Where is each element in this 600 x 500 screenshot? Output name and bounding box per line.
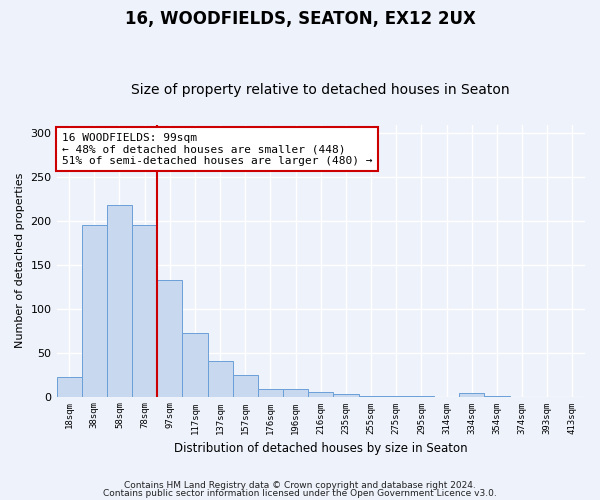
Bar — [182, 334, 208, 396]
Y-axis label: Number of detached properties: Number of detached properties — [15, 173, 25, 348]
X-axis label: Distribution of detached houses by size in Seaton: Distribution of detached houses by size … — [174, 442, 467, 455]
Bar — [459, 393, 484, 396]
Bar — [334, 394, 359, 396]
Text: Contains public sector information licensed under the Open Government Licence v3: Contains public sector information licen… — [103, 488, 497, 498]
Text: Contains HM Land Registry data © Crown copyright and database right 2024.: Contains HM Land Registry data © Crown c… — [124, 481, 476, 490]
Bar — [283, 388, 308, 396]
Bar — [258, 388, 283, 396]
Bar — [208, 362, 233, 396]
Title: Size of property relative to detached houses in Seaton: Size of property relative to detached ho… — [131, 83, 510, 97]
Text: 16, WOODFIELDS, SEATON, EX12 2UX: 16, WOODFIELDS, SEATON, EX12 2UX — [125, 10, 475, 28]
Bar — [132, 226, 157, 396]
Text: 16 WOODFIELDS: 99sqm
← 48% of detached houses are smaller (448)
51% of semi-deta: 16 WOODFIELDS: 99sqm ← 48% of detached h… — [62, 132, 373, 166]
Bar — [308, 392, 334, 396]
Bar — [233, 374, 258, 396]
Bar — [157, 280, 182, 396]
Bar — [107, 206, 132, 396]
Bar — [56, 378, 82, 396]
Bar — [82, 226, 107, 396]
